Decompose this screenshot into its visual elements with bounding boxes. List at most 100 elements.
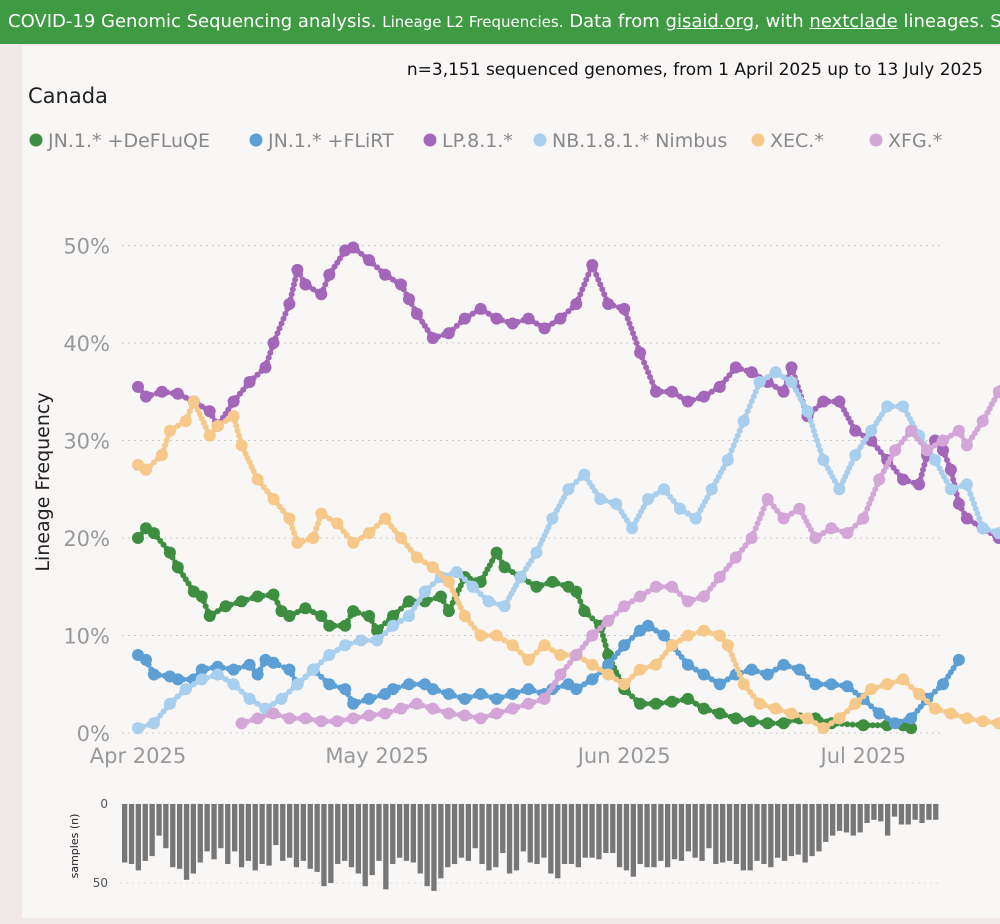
- data-point: [474, 712, 487, 725]
- data-point: [697, 624, 710, 637]
- series-dot: [626, 320, 633, 327]
- legend-item[interactable]: XFG.*: [869, 130, 943, 152]
- series-dot: [611, 654, 618, 660]
- sample-bar: [238, 804, 245, 868]
- data-point: [546, 512, 559, 525]
- sample-bar: [122, 804, 128, 863]
- data-point: [426, 702, 439, 715]
- legend-label: XFG.*: [888, 130, 942, 152]
- data-point: [952, 497, 965, 510]
- data-point: [195, 590, 208, 603]
- data-point: [809, 532, 822, 544]
- series-dot: [286, 688, 293, 695]
- data-point: [403, 595, 415, 608]
- data-point: [546, 575, 559, 588]
- sample-bar: [713, 804, 719, 864]
- data-point: [634, 590, 647, 603]
- series-dot: [629, 634, 636, 641]
- data-point: [570, 649, 583, 661]
- series-dot: [944, 457, 950, 463]
- data-point: [849, 449, 862, 462]
- series-dot: [647, 374, 654, 381]
- legend-item[interactable]: XEC.*: [751, 130, 824, 152]
- data-point: [913, 478, 926, 491]
- data-point: [801, 712, 814, 725]
- data-point: [929, 454, 941, 466]
- data-point: [634, 697, 647, 710]
- data-point: [570, 683, 583, 696]
- sample-bar: [383, 804, 389, 890]
- series-dot: [734, 666, 741, 673]
- data-point: [307, 663, 320, 676]
- sample-bar: [273, 804, 279, 846]
- legend-label: JN.1.* +DeFLuQE: [47, 130, 210, 152]
- legend-item[interactable]: LP.8.1.*: [423, 130, 513, 152]
- data-point: [849, 424, 862, 437]
- data-point: [666, 385, 678, 398]
- data-point: [147, 668, 160, 681]
- series-dot: [868, 496, 875, 502]
- sample-bar: [630, 804, 636, 877]
- series-dot: [288, 291, 295, 298]
- data-point: [721, 639, 734, 652]
- sample-bar: [891, 804, 898, 817]
- series-dot: [815, 442, 822, 449]
- sample-bar: [548, 804, 554, 874]
- data-point: [426, 561, 439, 574]
- grid-lines: [122, 245, 944, 734]
- data-point: [506, 317, 519, 330]
- data-point: [283, 610, 296, 622]
- gisaid-link[interactable]: gisaid.org: [665, 11, 755, 32]
- legend-item[interactable]: NB.1.8.1.* Nimbus: [533, 130, 728, 152]
- series-dot: [292, 276, 299, 283]
- sample-bar: [898, 804, 905, 825]
- series-dot: [318, 673, 325, 680]
- series-dot: [817, 447, 824, 454]
- data-point: [410, 697, 423, 710]
- data-point: [905, 712, 918, 725]
- data-point: [554, 649, 567, 661]
- data-point: [195, 673, 208, 686]
- data-point: [387, 619, 399, 632]
- data-point: [522, 697, 535, 710]
- data-point: [658, 483, 670, 496]
- data-point: [315, 715, 328, 728]
- data-point: [315, 610, 328, 622]
- data-point: [339, 619, 352, 632]
- data-point: [267, 337, 280, 349]
- y-axis-label: Lineage Frequency: [32, 392, 54, 571]
- data-point: [474, 688, 487, 700]
- series-dot: [730, 656, 737, 663]
- data-point: [458, 312, 471, 325]
- data-point: [729, 551, 742, 564]
- sample-bar: [575, 804, 581, 868]
- data-point: [586, 629, 599, 642]
- series-dot: [398, 605, 404, 612]
- sample-bar: [816, 804, 822, 852]
- series-dot: [633, 340, 640, 346]
- nextclade-link[interactable]: nextclade: [809, 11, 898, 32]
- legend-item[interactable]: JN.1.* +FLiRT: [249, 130, 395, 152]
- data-point: [809, 678, 822, 691]
- data-point: [458, 610, 471, 622]
- legend-item[interactable]: JN.1.* +DeFLuQE: [29, 130, 210, 152]
- series-dot: [461, 576, 468, 583]
- series-dot: [589, 615, 596, 622]
- series-dot: [809, 422, 816, 429]
- series-dot: [677, 591, 683, 598]
- data-point: [538, 692, 551, 705]
- sample-bar: [493, 804, 499, 868]
- series-dot: [291, 530, 298, 537]
- data-point: [761, 668, 774, 681]
- series-dot: [382, 620, 389, 627]
- data-point: [267, 656, 280, 669]
- data-point: [434, 590, 447, 603]
- data-point: [681, 692, 694, 705]
- data-point: [745, 366, 758, 379]
- sample-bar: [603, 804, 609, 853]
- data-point: [642, 493, 655, 505]
- series-dot: [868, 703, 875, 710]
- data-point: [976, 715, 989, 728]
- data-point: [793, 663, 806, 676]
- data-point: [140, 463, 152, 476]
